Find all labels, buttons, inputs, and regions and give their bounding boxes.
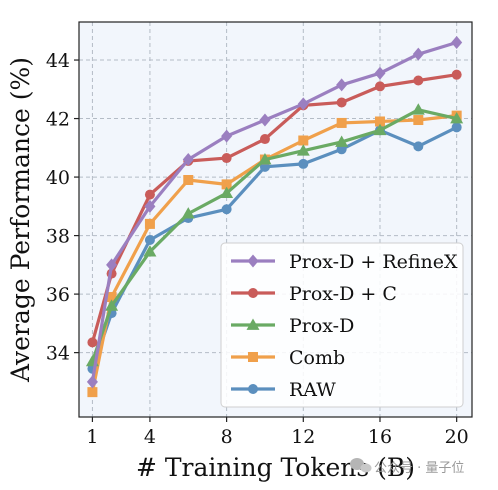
data-point-prox-d-refinex: [336, 78, 348, 92]
wechat-icon: [350, 458, 372, 473]
data-point-comb: [106, 292, 117, 303]
y-tick-label: 42: [46, 109, 70, 131]
data-point-prox-d: [335, 135, 349, 147]
data-point-prox-d: [296, 144, 310, 156]
data-point-prox-d-refinex: [144, 199, 156, 213]
x-tick-label: 16: [368, 426, 392, 448]
data-point-raw: [413, 141, 424, 152]
legend-item-prox-d-c: Prox-D + C: [231, 283, 397, 305]
legend-label: Prox-D: [289, 315, 354, 337]
legend: Prox-D + RefineX Prox-D + C Prox-D Comb RAW: [220, 242, 464, 408]
watermark-text: 公众号 · 量子位: [374, 461, 464, 476]
x-tick-label: 4: [144, 426, 156, 448]
data-point-prox-d-refinex: [374, 66, 386, 80]
series-prox-d-c: [87, 69, 462, 348]
data-point-prox-d: [143, 245, 157, 257]
y-axis-title: Average Performance (%): [6, 57, 35, 383]
data-point-comb: [374, 116, 385, 127]
data-point-prox-d-refinex: [297, 97, 309, 111]
data-point-prox-d-refinex: [451, 35, 463, 49]
data-point-prox-d-c: [87, 337, 98, 348]
legend-box: [220, 242, 464, 408]
legend-swatch-marker: [248, 288, 258, 298]
x-tick-label: 1: [86, 426, 98, 448]
y-tick-label: 44: [46, 50, 70, 72]
data-point-prox-d-refinex: [182, 153, 194, 167]
y-tick-label: 34: [46, 343, 70, 365]
data-point-prox-d-refinex: [259, 113, 271, 127]
legend-item-prox-d: Prox-D: [231, 315, 354, 337]
data-point-prox-d-c: [413, 75, 424, 86]
data-point-comb: [221, 179, 232, 190]
data-point-comb: [183, 175, 194, 185]
y-tick-label: 36: [46, 284, 70, 306]
data-point-prox-d-c: [259, 134, 270, 145]
data-point-comb: [144, 218, 155, 229]
data-point-prox-d-c: [221, 153, 232, 164]
x-axis-ticks: 1 4 8 12 16 20: [86, 417, 469, 448]
data-point-prox-d: [220, 186, 234, 199]
data-point-prox-d: [450, 112, 464, 124]
data-point-prox-d: [411, 103, 425, 115]
y-tick-label: 40: [46, 167, 70, 189]
data-point-prox-d-refinex: [106, 258, 118, 272]
data-point-prox-d-refinex: [412, 47, 424, 61]
series-prox-d: [85, 103, 464, 367]
legend-label: Prox-D + RefineX: [289, 251, 458, 273]
data-point-raw: [221, 204, 232, 215]
data-point-comb: [336, 117, 347, 128]
legend-swatch-marker: [248, 352, 258, 362]
data-point-prox-d-c: [144, 189, 155, 200]
data-point-comb: [413, 115, 424, 126]
x-tick-label: 12: [291, 426, 315, 448]
x-tick-label: 8: [221, 426, 233, 448]
legend-swatch-marker: [246, 318, 260, 330]
plot-frame: [78, 21, 473, 418]
data-point-raw: [451, 122, 462, 133]
y-axis-ticks: 34 36 38 40 42 44: [46, 50, 79, 365]
data-point-prox-d-refinex: [86, 375, 98, 389]
legend-label: RAW: [289, 379, 336, 401]
legend-item-raw: RAW: [231, 379, 336, 401]
legend-label: Prox-D + C: [289, 283, 397, 305]
data-point-raw: [144, 234, 155, 245]
legend-swatch-marker: [248, 384, 258, 394]
data-point-prox-d: [181, 207, 195, 219]
series-prox-d-refinex: [86, 35, 463, 389]
data-point-prox-d-c: [451, 69, 462, 80]
legend-item-prox-d-refinex: Prox-D + RefineX: [231, 251, 458, 273]
data-point-prox-d-c: [374, 81, 385, 92]
legend-item-comb: Comb: [231, 347, 345, 369]
x-tick-label: 20: [445, 426, 469, 448]
data-point-prox-d: [373, 123, 387, 136]
data-point-prox-d-refinex: [221, 129, 233, 143]
series-layer: [85, 35, 464, 398]
data-point-raw: [298, 158, 309, 169]
legend-swatch-marker: [247, 254, 259, 268]
legend-label: Comb: [289, 347, 345, 369]
y-tick-label: 38: [46, 226, 70, 248]
watermark: 公众号 · 量子位: [350, 458, 464, 476]
data-point-prox-d: [258, 153, 272, 165]
data-point-prox-d: [105, 299, 119, 311]
data-point-comb: [87, 387, 98, 398]
data-point-comb: [298, 135, 309, 146]
data-point-prox-d-c: [336, 97, 347, 108]
